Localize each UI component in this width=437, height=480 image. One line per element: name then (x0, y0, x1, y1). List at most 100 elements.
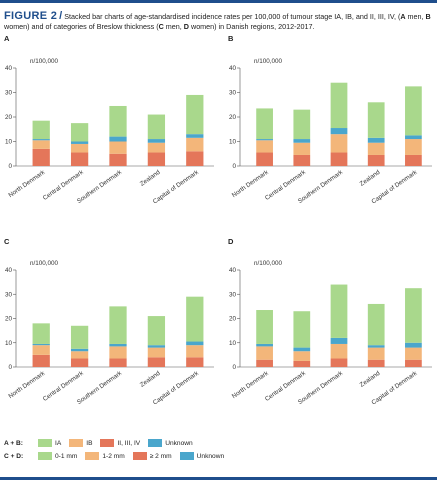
bar-segment (186, 94, 204, 135)
bar-segment (109, 306, 127, 344)
bar-segment (405, 359, 422, 367)
legend-cd: C + D: 0-1 mm 1-2 mm ≥ 2 mm Unknown (4, 451, 232, 461)
y-tick-label: 30 (5, 291, 13, 298)
legend-swatch (179, 452, 194, 460)
y-tick-label: 10 (229, 139, 237, 146)
bar-segment (109, 346, 127, 359)
y-tick-label: 20 (5, 114, 13, 121)
y-tick-label: 0 (8, 163, 12, 170)
legend-item: Unknown (148, 439, 193, 447)
bar-segment (405, 347, 422, 360)
legend-label: IA (55, 439, 62, 447)
y-axis-title: n/100,000 (254, 260, 283, 267)
legend-label: IB (86, 439, 93, 447)
caption-part: men, (163, 22, 184, 31)
x-tick-label: Zealand (359, 370, 382, 389)
legend-label: ≥ 2 mm (149, 452, 172, 460)
bar-segment (367, 102, 385, 138)
bar-segment (330, 128, 348, 135)
legend-swatch (69, 439, 84, 447)
caption-panel-c: C (158, 22, 164, 31)
y-tick-label: 40 (5, 65, 13, 72)
bar-segment (367, 359, 385, 367)
bar-segment (256, 310, 273, 344)
y-tick-label: 20 (229, 316, 237, 323)
bar-segment (32, 140, 50, 149)
bar-segment (147, 152, 166, 166)
bar-segment (256, 108, 273, 140)
legend-item: IB (69, 439, 92, 447)
bar-segment (32, 148, 50, 166)
bar-segment (109, 153, 127, 166)
bar-segment (405, 86, 422, 136)
figure-slash: / (59, 10, 63, 22)
legend-swatch (148, 439, 163, 447)
bar-segment (186, 134, 204, 138)
legend-label: Unknown (196, 452, 225, 460)
bar-segment (256, 359, 273, 367)
caption-panel-b: B (425, 12, 431, 21)
legend-item: IA (38, 439, 61, 447)
bar-segment (70, 358, 89, 367)
bottom-rule (0, 477, 437, 480)
bar-segment (293, 311, 311, 348)
bar-segment (330, 358, 348, 367)
bar-segment (330, 337, 348, 344)
legend-cd-key: C + D: (4, 452, 24, 460)
y-tick-label: 0 (232, 364, 236, 371)
caption-part: Stacked bar charts of age-standardised i… (64, 12, 401, 21)
legend-label: 1-2 mm (102, 452, 125, 460)
bar-segment (70, 351, 89, 359)
bar-segment (70, 143, 89, 153)
legend-ab-key: A + B: (4, 439, 23, 447)
y-tick-label: 0 (232, 163, 236, 170)
bar-segment (32, 345, 50, 355)
bar-segment (367, 345, 385, 348)
bar-segment (70, 348, 89, 352)
bar-segment (186, 345, 204, 358)
x-tick-label: North Denmark (231, 369, 271, 400)
bar-segment (186, 357, 204, 367)
y-tick-label: 30 (229, 90, 237, 97)
caption-part: women) and of categories of Breslow thic… (4, 22, 159, 31)
bar-segment (405, 135, 422, 140)
bar-segment (70, 325, 89, 349)
y-tick-label: 20 (229, 114, 237, 121)
bar-segment (147, 142, 166, 153)
figure-label: FIGURE 2 (4, 10, 58, 22)
bar-segment (367, 137, 385, 143)
bar-segment (293, 142, 311, 155)
bar-segment (367, 347, 385, 360)
bar-segment (70, 152, 89, 166)
bar-segment (32, 343, 50, 346)
bar-segment (367, 142, 385, 155)
legend-label: Unknown (165, 439, 193, 447)
bar-segment (109, 136, 127, 142)
legend-item: 1-2 mm (85, 452, 125, 460)
bar-segment (147, 316, 166, 346)
bar-segment (256, 343, 273, 347)
legend-swatch (132, 452, 147, 460)
bar-segment (32, 323, 50, 344)
x-tick-label: Zealand (139, 370, 162, 389)
bar-segment (293, 139, 311, 143)
legend-item: Unknown (179, 452, 225, 460)
bar-segment (256, 140, 273, 153)
y-tick-label: 20 (5, 316, 13, 323)
y-tick-label: 30 (229, 291, 237, 298)
y-tick-label: 10 (5, 139, 13, 146)
legend-label: 0-1 mm (55, 452, 78, 460)
bar-segment (147, 345, 166, 348)
bar-segment (186, 341, 204, 346)
bar-segment (32, 139, 50, 141)
y-tick-label: 40 (5, 267, 13, 274)
x-tick-label: North Denmark (7, 168, 47, 199)
bar-segment (70, 141, 89, 144)
y-tick-label: 40 (229, 267, 237, 274)
legend-ab: A + B: IA IB II, III, IV Unknown (4, 438, 201, 448)
bar-segment (330, 152, 348, 166)
bar-segment (330, 284, 348, 338)
caption-panel-d: D (183, 22, 189, 31)
bar-segment (109, 343, 127, 347)
bar-segment (405, 342, 422, 348)
